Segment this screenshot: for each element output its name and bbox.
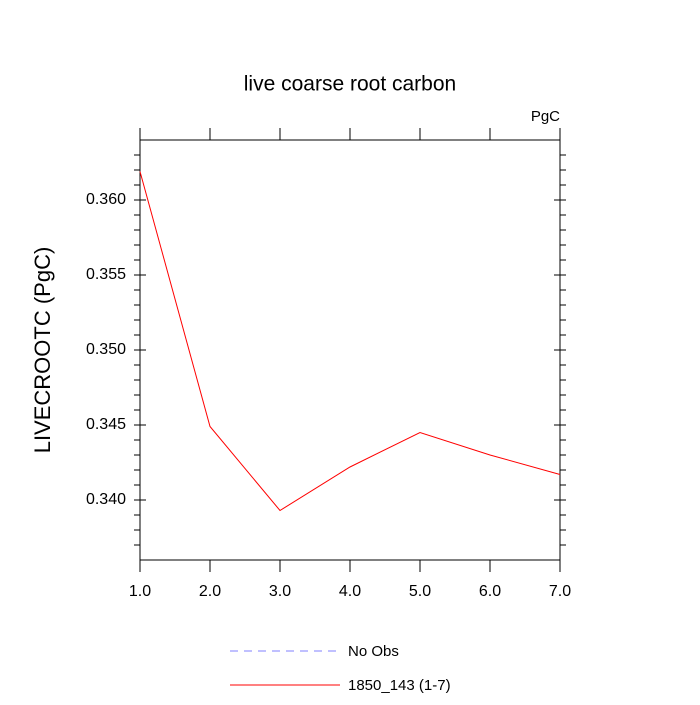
x-tick-label: 6.0 bbox=[479, 583, 501, 600]
chart-title: live coarse root carbon bbox=[244, 73, 456, 96]
units-label: PgC bbox=[531, 108, 560, 125]
x-tick-label: 5.0 bbox=[409, 583, 431, 600]
y-axis-label: LIVECROOTC (PgC) bbox=[30, 247, 55, 454]
x-tick-label: 4.0 bbox=[339, 583, 361, 600]
legend-label: 1850_143 (1-7) bbox=[348, 677, 451, 694]
y-tick-label: 0.345 bbox=[86, 416, 126, 433]
y-tick-label: 0.340 bbox=[86, 491, 126, 508]
data-line bbox=[139, 171, 561, 512]
x-tick-label: 2.0 bbox=[199, 583, 221, 600]
legend-label: No Obs bbox=[348, 643, 399, 660]
y-tick-label: 0.360 bbox=[86, 191, 126, 208]
x-tick-label: 7.0 bbox=[549, 583, 571, 600]
x-tick-label: 3.0 bbox=[269, 583, 291, 600]
x-tick-label: 1.0 bbox=[129, 583, 151, 600]
y-tick-label: 0.350 bbox=[86, 341, 126, 358]
y-tick-label: 0.355 bbox=[86, 266, 126, 283]
plot-frame bbox=[139, 139, 561, 561]
